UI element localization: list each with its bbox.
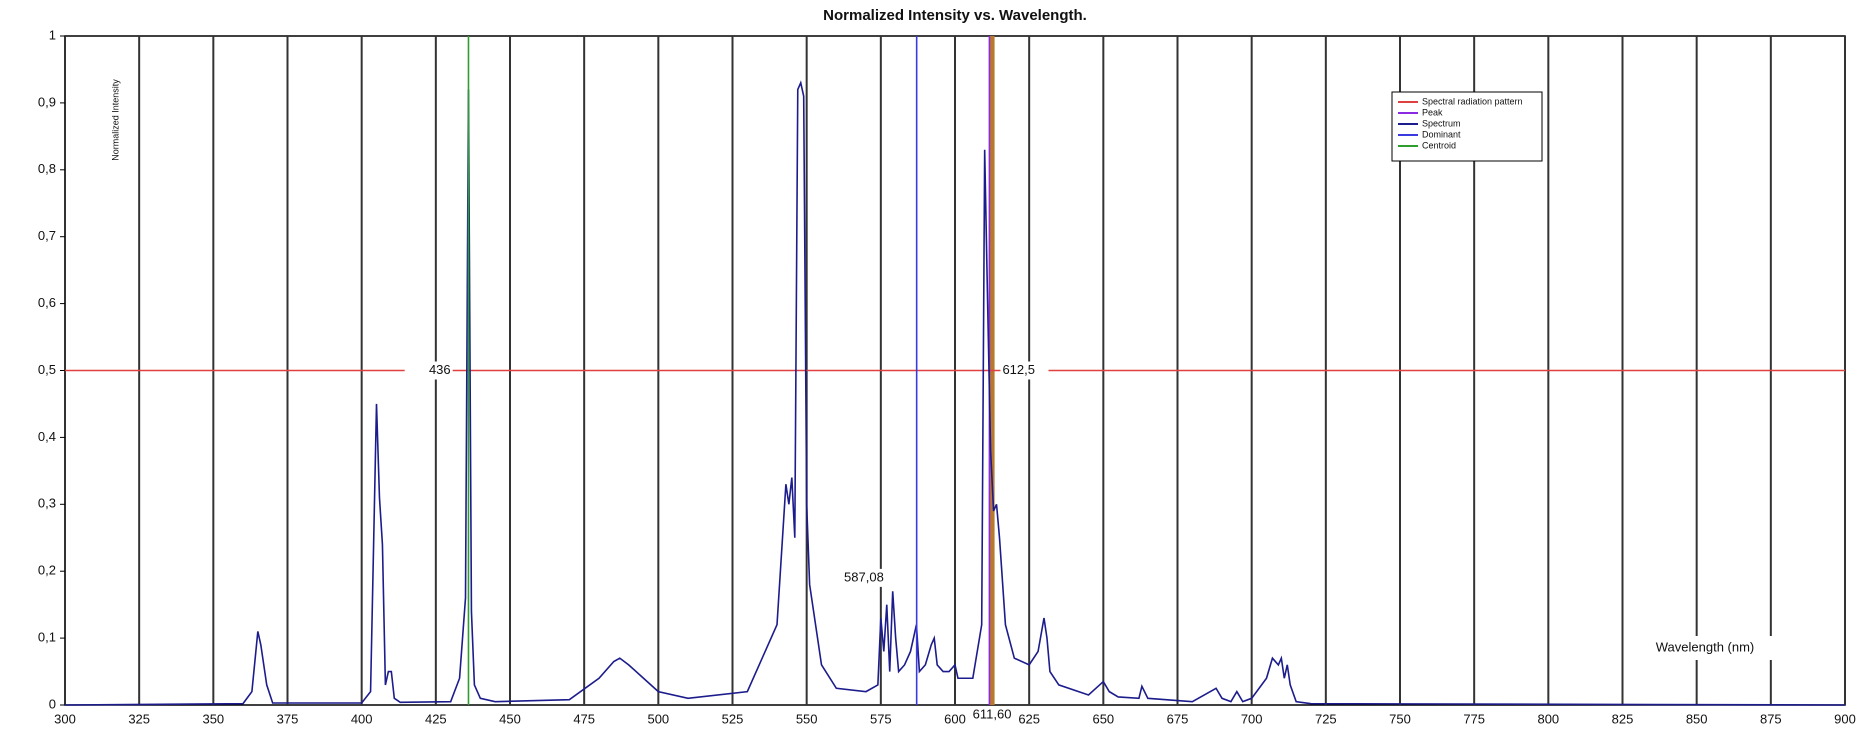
x-tick-label: 800 bbox=[1537, 711, 1559, 726]
series-line bbox=[64, 80, 1846, 706]
x-tick-label: 600 bbox=[944, 711, 966, 726]
annotation-bg bbox=[404, 361, 453, 380]
x-tick-label: 700 bbox=[1241, 711, 1263, 726]
legend-label: Dominant bbox=[1422, 129, 1461, 139]
legend-label: Spectrum bbox=[1422, 118, 1461, 128]
y-tick-label: 0,9 bbox=[38, 94, 56, 109]
x-tick-label: 625 bbox=[1018, 711, 1040, 726]
x-tick-label: 350 bbox=[202, 711, 224, 726]
chart-title: Normalized Intensity vs. Wavelength. bbox=[823, 7, 1087, 24]
x-tick-label: 775 bbox=[1463, 711, 1485, 726]
x-tick-label: 850 bbox=[1686, 711, 1708, 726]
x-tick-label: 725 bbox=[1315, 711, 1337, 726]
x-axis-label: Wavelength (nm) bbox=[1656, 639, 1755, 654]
x-tick-label: 650 bbox=[1092, 711, 1114, 726]
x-tick-label: 675 bbox=[1167, 711, 1189, 726]
annotation-bg bbox=[1000, 361, 1049, 380]
x-tick-label: 575 bbox=[870, 711, 892, 726]
x-tick-label: 425 bbox=[425, 711, 447, 726]
annotation: 436 bbox=[429, 362, 451, 377]
y-tick-label: 0,1 bbox=[38, 630, 56, 645]
x-tick-label: 750 bbox=[1389, 711, 1411, 726]
y-tick-label: 0,4 bbox=[38, 429, 56, 444]
x-tick-label: 400 bbox=[351, 711, 373, 726]
annotation-bg bbox=[968, 706, 1017, 724]
annotation: 587,08 bbox=[844, 569, 884, 584]
x-tick-label: 450 bbox=[499, 711, 521, 726]
y-axis-label: Normalized Intensity bbox=[110, 79, 120, 161]
y-tick-label: 0,6 bbox=[38, 295, 56, 310]
x-tick-label: 325 bbox=[128, 711, 150, 726]
x-tick-label: 875 bbox=[1760, 711, 1782, 726]
x-tick-label: 525 bbox=[722, 711, 744, 726]
legend-label: Peak bbox=[1422, 107, 1443, 117]
annotation: 612,5 bbox=[1002, 362, 1035, 377]
x-tick-label: 825 bbox=[1612, 711, 1634, 726]
annotation: 611,60 bbox=[973, 706, 1012, 721]
x-label-bg bbox=[1625, 636, 1785, 660]
y-tick-label: 0,7 bbox=[38, 228, 56, 243]
y-tick-label: 0,5 bbox=[38, 362, 56, 377]
x-tick-label: 500 bbox=[647, 711, 669, 726]
x-tick-label: 300 bbox=[54, 711, 76, 726]
legend bbox=[1391, 91, 1543, 162]
x-tick-label: 475 bbox=[573, 711, 595, 726]
y-tick-label: 1 bbox=[49, 27, 56, 42]
legend-label: Spectral radiation pattern bbox=[1422, 96, 1523, 106]
y-tick-label: 0,3 bbox=[38, 496, 56, 511]
y-tick-label: 0,2 bbox=[38, 563, 56, 578]
annotation-bg bbox=[837, 568, 886, 587]
legend-label: Centroid bbox=[1422, 140, 1456, 150]
x-tick-label: 900 bbox=[1834, 711, 1856, 726]
y-tick-label: 0,8 bbox=[38, 161, 56, 176]
y-tick-label: 0 bbox=[49, 696, 56, 711]
x-tick-label: 550 bbox=[796, 711, 818, 726]
x-tick-label: 375 bbox=[277, 711, 299, 726]
